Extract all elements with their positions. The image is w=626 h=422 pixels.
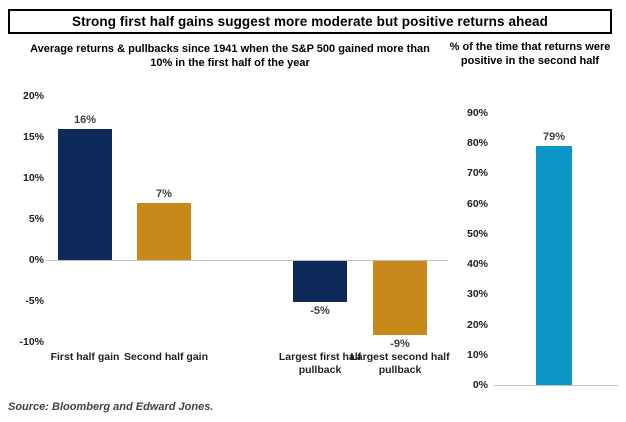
y-tick-label: 40% [466,258,488,271]
y-tick-label: 0% [472,379,488,391]
bar-value-label: -5% [310,305,330,317]
y-tick-label: -10% [19,336,44,348]
y-tick-label: 10% [22,172,44,184]
bar-value [536,146,572,385]
y-tick-label: 20% [466,318,488,331]
y-tick-label: 5% [28,213,44,225]
x-axis-line [494,385,618,386]
source-note: Source: Bloomberg and Edward Jones. [8,401,214,413]
y-tick-label: 90% [466,107,488,119]
y-tick-label: 30% [466,288,488,301]
category-label: Largest first half pullback [278,351,362,376]
figure-title: Strong first half gains suggest more mod… [71,14,549,29]
bar-largest-second-half-pullback [373,261,427,335]
y-tick-label: 60% [466,197,488,210]
bar-value-label: -9% [390,337,410,350]
category-label: Second half gain [123,351,208,363]
x-axis-line [46,260,448,261]
y-tick-label: -5% [25,295,44,307]
bar-first-half-gain [58,128,112,260]
right-chart-title: % of the time that returns were positive… [449,41,611,67]
bar-largest-first-half-pullback [293,261,347,302]
category-label: Largest second half pullback [350,351,450,376]
y-tick-label: 10% [466,348,488,361]
y-tick-label: 15% [22,131,44,143]
y-tick-label: 0% [28,254,44,266]
y-tick-label: 20% [22,90,44,102]
figure-header: Strong first half gains suggest more mod… [8,9,612,34]
bar-value-label: 79% [542,131,566,144]
y-tick-label: 50% [466,227,488,240]
category-label: First half gain [50,351,120,363]
bar-value-label: 7% [156,187,172,200]
y-tick-label: 70% [466,167,488,180]
bar-value-label: 16% [73,113,97,126]
left-chart-title: Average returns & pullbacks since 1941 w… [30,43,430,69]
y-tick-label: 80% [466,137,488,150]
bar-second-half-gain [137,202,191,260]
